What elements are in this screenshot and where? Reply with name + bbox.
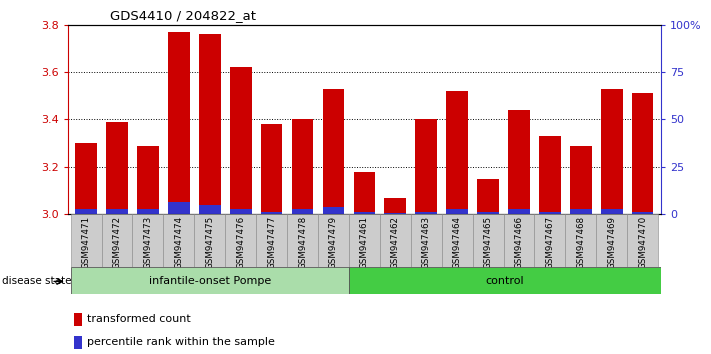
Bar bbox=[137, 145, 159, 214]
Text: GSM947471: GSM947471 bbox=[82, 216, 90, 269]
Bar bbox=[632, 212, 653, 214]
Bar bbox=[447, 91, 468, 214]
Bar bbox=[168, 32, 190, 214]
Text: percentile rank within the sample: percentile rank within the sample bbox=[87, 337, 275, 348]
Bar bbox=[287, 214, 318, 267]
Bar bbox=[477, 212, 499, 214]
Bar bbox=[75, 210, 97, 214]
Bar bbox=[353, 172, 375, 214]
Bar bbox=[539, 212, 561, 214]
Bar bbox=[349, 214, 380, 267]
Bar bbox=[385, 213, 406, 214]
Text: disease state: disease state bbox=[2, 276, 72, 286]
Text: GSM947467: GSM947467 bbox=[545, 216, 555, 269]
Text: GSM947472: GSM947472 bbox=[112, 216, 122, 269]
Bar bbox=[597, 214, 627, 267]
Text: GSM947473: GSM947473 bbox=[144, 216, 152, 269]
Text: GSM947462: GSM947462 bbox=[391, 216, 400, 269]
Bar bbox=[292, 119, 314, 214]
Bar bbox=[508, 110, 530, 214]
Bar bbox=[225, 214, 256, 267]
Bar bbox=[380, 214, 411, 267]
Bar bbox=[73, 336, 82, 349]
Bar bbox=[565, 214, 597, 267]
Bar bbox=[323, 89, 344, 214]
Bar bbox=[411, 214, 442, 267]
Bar bbox=[601, 210, 623, 214]
Text: GSM947463: GSM947463 bbox=[422, 216, 431, 269]
Bar bbox=[627, 214, 658, 267]
Bar bbox=[102, 214, 132, 267]
Bar bbox=[70, 267, 349, 294]
Bar bbox=[168, 202, 190, 214]
Text: GSM947478: GSM947478 bbox=[298, 216, 307, 269]
Text: GSM947469: GSM947469 bbox=[607, 216, 616, 269]
Bar bbox=[261, 124, 282, 214]
Text: GDS4410 / 204822_at: GDS4410 / 204822_at bbox=[110, 9, 256, 22]
Bar bbox=[132, 214, 164, 267]
Bar bbox=[353, 212, 375, 214]
Text: infantile-onset Pompe: infantile-onset Pompe bbox=[149, 275, 271, 286]
Text: GSM947464: GSM947464 bbox=[453, 216, 461, 269]
Bar bbox=[570, 145, 592, 214]
Text: transformed count: transformed count bbox=[87, 314, 191, 325]
Bar bbox=[292, 210, 314, 214]
Bar bbox=[199, 34, 220, 214]
Bar bbox=[349, 267, 661, 294]
Bar bbox=[164, 214, 194, 267]
Text: GSM947476: GSM947476 bbox=[236, 216, 245, 269]
Text: GSM947465: GSM947465 bbox=[483, 216, 493, 269]
Bar bbox=[75, 143, 97, 214]
Bar bbox=[473, 214, 503, 267]
Bar bbox=[106, 122, 128, 214]
Bar bbox=[199, 205, 220, 214]
Text: GSM947468: GSM947468 bbox=[577, 216, 585, 269]
Text: GSM947470: GSM947470 bbox=[638, 216, 647, 269]
Bar bbox=[73, 313, 82, 326]
Bar bbox=[415, 119, 437, 214]
Text: GSM947466: GSM947466 bbox=[515, 216, 523, 269]
Bar bbox=[261, 212, 282, 214]
Bar bbox=[256, 214, 287, 267]
Text: GSM947477: GSM947477 bbox=[267, 216, 276, 269]
Text: GSM947479: GSM947479 bbox=[329, 216, 338, 269]
Bar bbox=[601, 89, 623, 214]
Text: control: control bbox=[486, 275, 525, 286]
Bar bbox=[230, 210, 252, 214]
Bar bbox=[503, 214, 535, 267]
Bar bbox=[442, 214, 473, 267]
Bar bbox=[385, 198, 406, 214]
Text: GSM947474: GSM947474 bbox=[174, 216, 183, 269]
Bar bbox=[632, 93, 653, 214]
Bar bbox=[70, 214, 102, 267]
Text: GSM947461: GSM947461 bbox=[360, 216, 369, 269]
Bar bbox=[323, 207, 344, 214]
Bar bbox=[508, 210, 530, 214]
Bar bbox=[318, 214, 349, 267]
Bar bbox=[106, 210, 128, 214]
Text: GSM947475: GSM947475 bbox=[205, 216, 214, 269]
Bar bbox=[570, 210, 592, 214]
Bar bbox=[539, 136, 561, 214]
Bar bbox=[137, 210, 159, 214]
Bar bbox=[447, 210, 468, 214]
Bar bbox=[415, 212, 437, 214]
Bar bbox=[477, 179, 499, 214]
Bar bbox=[194, 214, 225, 267]
Bar bbox=[535, 214, 565, 267]
Bar bbox=[230, 67, 252, 214]
